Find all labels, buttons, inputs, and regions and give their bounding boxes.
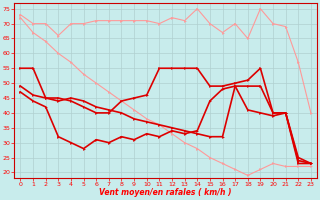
X-axis label: Vent moyen/en rafales ( km/h ): Vent moyen/en rafales ( km/h ) [100,188,232,197]
